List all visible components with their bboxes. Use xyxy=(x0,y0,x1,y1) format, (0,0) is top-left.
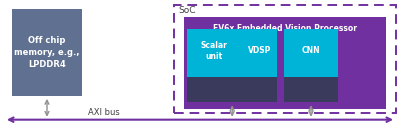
Bar xyxy=(12,9,82,96)
Bar xyxy=(187,29,241,86)
Text: VDSP: VDSP xyxy=(248,46,271,55)
Text: Scalar
unit: Scalar unit xyxy=(201,41,228,61)
Bar xyxy=(284,29,338,86)
Text: Memory: Memory xyxy=(294,85,328,94)
Bar xyxy=(174,5,396,113)
Text: EV6x Embedded Vision Processor: EV6x Embedded Vision Processor xyxy=(213,24,357,33)
Bar xyxy=(241,29,277,86)
Bar xyxy=(187,77,277,102)
Text: Memory: Memory xyxy=(215,85,250,94)
Text: CNN: CNN xyxy=(302,46,320,55)
Text: SoC: SoC xyxy=(178,6,196,15)
Text: AXI bus: AXI bus xyxy=(88,108,120,117)
Text: Off chip
memory, e.g.,
LPDDR4: Off chip memory, e.g., LPDDR4 xyxy=(14,36,80,69)
Bar xyxy=(284,77,338,102)
Bar xyxy=(184,17,386,109)
